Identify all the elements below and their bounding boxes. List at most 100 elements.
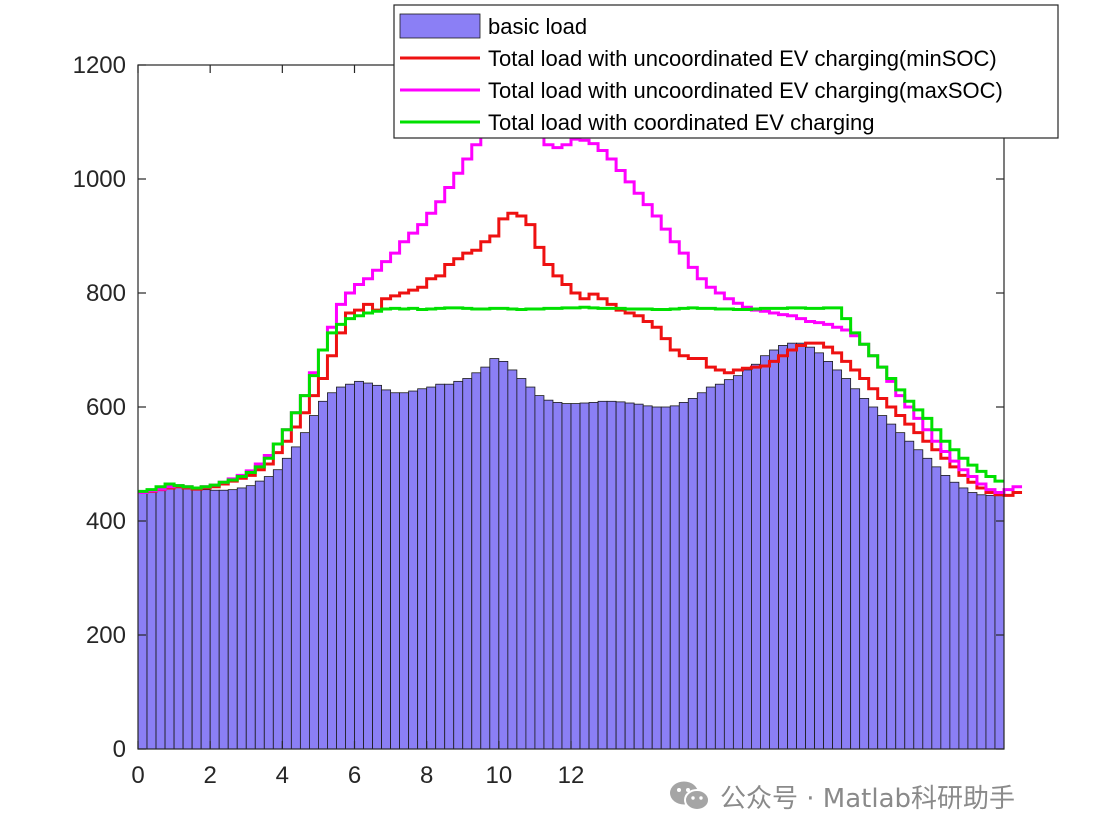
bar (200, 489, 211, 750)
bar (146, 489, 157, 750)
y-tick-label: 0 (113, 736, 126, 763)
bar (868, 406, 879, 750)
bar (985, 494, 996, 750)
bar (453, 380, 464, 750)
bar (976, 494, 987, 750)
bar (913, 449, 924, 750)
bar (489, 358, 500, 750)
bar (994, 493, 1005, 750)
bar (164, 486, 175, 750)
bar (669, 405, 680, 750)
bar (245, 485, 256, 750)
legend-label: basic load (488, 14, 587, 39)
y-tick-label: 600 (86, 394, 126, 421)
bar (732, 375, 743, 750)
bar (723, 379, 734, 750)
bar (372, 384, 382, 750)
bar (895, 432, 906, 750)
y-tick-label: 400 (86, 508, 126, 535)
bar (345, 383, 355, 750)
bar (272, 469, 283, 750)
y-tick-label: 800 (86, 280, 126, 307)
x-tick-label: 10 (485, 762, 512, 789)
bar (886, 423, 897, 750)
bar (525, 386, 536, 750)
bar (561, 403, 572, 750)
bar (588, 402, 599, 750)
bar (281, 457, 292, 750)
bar (949, 481, 960, 750)
bar (155, 487, 166, 750)
bar (760, 355, 770, 750)
bar (859, 398, 870, 750)
bar (633, 403, 644, 750)
bar (290, 446, 301, 750)
bar (696, 392, 707, 750)
bar (841, 378, 852, 750)
bar (263, 476, 274, 750)
bar (642, 405, 653, 750)
bar (823, 360, 834, 750)
bar (516, 378, 527, 750)
bar (931, 466, 942, 750)
bar (922, 457, 933, 750)
watermark: 公众号 · Matlab科研助手 (668, 778, 1015, 814)
bar (796, 342, 806, 750)
bar (336, 386, 346, 750)
bar (787, 342, 797, 750)
legend-label: Total load with coordinated EV charging (488, 110, 874, 135)
series-line-3 (138, 305, 1004, 493)
bar (426, 386, 437, 750)
x-tick-label: 4 (276, 762, 289, 789)
bar (714, 383, 725, 750)
legend-box (393, 4, 1059, 139)
bar (399, 392, 410, 750)
bar (417, 388, 428, 750)
bar (832, 369, 843, 750)
legend-label: Total load with uncoordinated EV chargin… (488, 46, 997, 71)
x-tick-label: 6 (348, 762, 361, 789)
bar (570, 403, 581, 750)
bar (462, 378, 473, 750)
bars-group (137, 342, 1005, 750)
bar (209, 489, 220, 750)
bar (444, 383, 455, 750)
bar (480, 366, 491, 750)
bar (498, 360, 509, 750)
bar (218, 489, 229, 750)
bar (363, 382, 373, 750)
bar (327, 392, 337, 750)
bar (552, 402, 563, 750)
x-tick-label: 12 (558, 762, 585, 789)
x-tick-label: 0 (131, 762, 144, 789)
y-tick-label: 1000 (73, 166, 126, 193)
bar (814, 352, 824, 750)
watermark-text: 公众号 · Matlab科研助手 (720, 783, 1016, 814)
bar (805, 346, 815, 750)
bar (778, 345, 788, 750)
bar (182, 487, 193, 750)
ticks-group: 0 200 400 600 800 1000 1200 0 2 4 6 8 10 12 (73, 52, 1004, 789)
bar (543, 399, 554, 750)
y-tick-label: 1200 (73, 52, 126, 79)
bar (769, 349, 779, 750)
bar (742, 369, 752, 750)
bar (173, 485, 184, 750)
bar (904, 440, 915, 750)
bar (850, 388, 861, 750)
bar (678, 402, 689, 750)
bar (308, 415, 319, 750)
bar (615, 401, 626, 750)
bar (606, 400, 617, 750)
bar (651, 406, 662, 750)
bar (705, 386, 716, 750)
bar (579, 402, 590, 750)
bar (967, 492, 978, 750)
series-line-1 (138, 211, 1023, 497)
bar (227, 489, 238, 750)
legend-swatch (399, 13, 481, 39)
bar (597, 400, 608, 750)
bar (354, 380, 364, 750)
bar (877, 415, 888, 750)
bar (624, 402, 635, 750)
